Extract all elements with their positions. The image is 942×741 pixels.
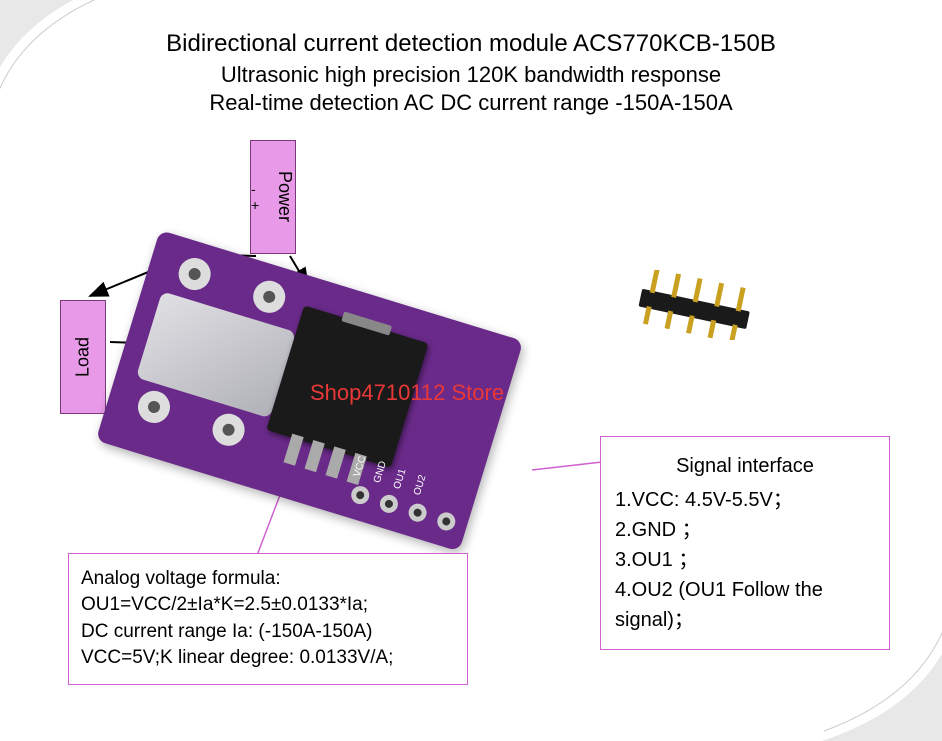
signal-item-1: 1.VCC: 4.5V-5.5V； bbox=[615, 485, 875, 515]
formula-line-3: DC current range Ia: (-150A-150A) bbox=[81, 619, 455, 646]
pin-hole-4 bbox=[435, 510, 457, 532]
ic-leg bbox=[326, 446, 346, 478]
ic-leg bbox=[305, 440, 325, 472]
pcb-hole-2 bbox=[249, 277, 289, 317]
pcb-hole-3 bbox=[134, 387, 174, 427]
power-plus: + bbox=[251, 197, 259, 213]
pin-hole-2 bbox=[378, 493, 400, 515]
signal-box: Signal interface 1.VCC: 4.5V-5.5V； 2.GND… bbox=[600, 436, 890, 650]
pin-hole-1 bbox=[349, 484, 371, 506]
formula-line-2: OU1=VCC/2±Ia*K=2.5±0.0133*Ia; bbox=[81, 592, 455, 619]
header-pins bbox=[630, 270, 760, 340]
ic-tab bbox=[341, 311, 392, 335]
formula-box: Analog voltage formula: OU1=VCC/2±Ia*K=2… bbox=[68, 553, 468, 685]
subtitle-2: Real-time detection AC DC current range … bbox=[0, 90, 942, 116]
load-block: Load bbox=[60, 300, 106, 414]
signal-item-2: 2.GND ； bbox=[615, 515, 875, 545]
formula-line-1: Analog voltage formula: bbox=[81, 566, 455, 593]
power-block: Power - + bbox=[250, 140, 296, 254]
title: Bidirectional current detection module A… bbox=[0, 30, 942, 58]
pin-label-gnd: GND bbox=[372, 460, 389, 484]
callout-formula bbox=[256, 495, 280, 558]
pcb-hole-1 bbox=[175, 254, 215, 294]
power-minus: - bbox=[251, 181, 256, 197]
ic-leg bbox=[283, 434, 303, 466]
header: Bidirectional current detection module A… bbox=[0, 30, 942, 118]
pcb-hole-4 bbox=[209, 410, 249, 450]
watermark: Shop4710112 Store bbox=[310, 380, 504, 406]
load-label: Load bbox=[73, 337, 94, 377]
pin-hole-3 bbox=[406, 501, 428, 523]
signal-item-4: 4.OU2 (OU1 Follow the signal)； bbox=[615, 575, 875, 635]
pin-label-ou2: OU2 bbox=[412, 472, 429, 496]
power-label-text: Power bbox=[274, 171, 295, 222]
signal-title: Signal interface bbox=[615, 451, 875, 481]
subtitle-1: Ultrasonic high precision 120K bandwidth… bbox=[0, 62, 942, 88]
callout-signal bbox=[532, 462, 602, 470]
pin-label-ou1: OU1 bbox=[392, 466, 409, 490]
formula-line-4: VCC=5V;K linear degree: 0.0133V/A; bbox=[81, 645, 455, 672]
signal-item-3: 3.OU1 ； bbox=[615, 545, 875, 575]
